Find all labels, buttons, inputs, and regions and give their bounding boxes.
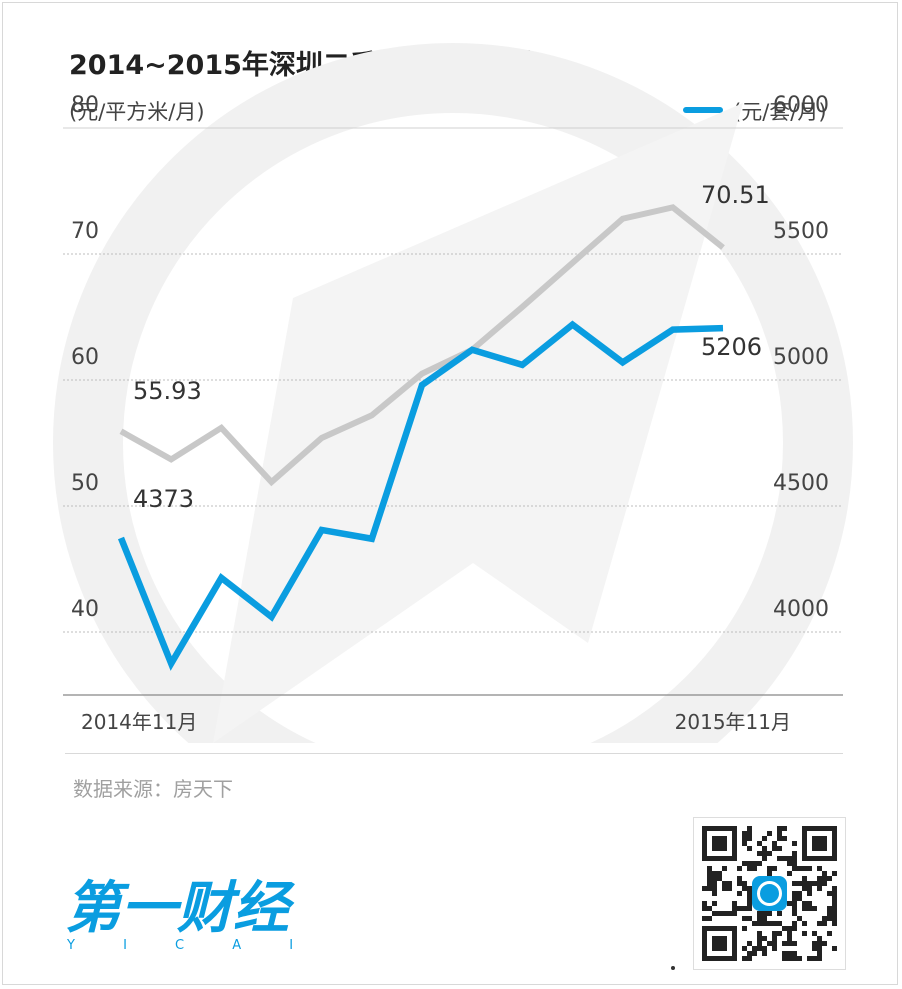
x-tick-label-end: 2015年11月 [675,710,791,734]
left-tick-label: 70 [71,219,99,244]
data-label: 55.93 [133,377,202,405]
right-axis-unit: (元/套/月) [733,100,827,124]
logo-chinese: 第一财经 [65,876,295,941]
left-tick-label: 50 [71,471,99,496]
legend-swatch-unit-rent [683,107,723,113]
left-tick-label: 80 [71,93,99,118]
watermark-arrow [213,103,743,743]
right-tick-label: 6000 [773,93,829,118]
logo-latin: Y I C A I [66,938,295,951]
footer-divider [65,753,843,754]
right-tick-label: 5000 [773,345,829,370]
data-label: 70.51 [701,181,770,209]
data-label: 5206 [701,333,762,361]
left-tick-label: 40 [71,597,99,622]
right-tick-label: 4500 [773,471,829,496]
right-tick-label: 5500 [773,219,829,244]
left-tick-label: 60 [71,345,99,370]
watermark-ring [53,43,853,743]
decorative-dot [671,966,675,970]
right-tick-label: 4000 [773,597,829,622]
qr-code-icon [693,817,846,970]
left-axis-unit: (元/平方米/月) [69,100,205,124]
data-label: 4373 [133,485,194,513]
yicai-logo: 第一财经 Y I C A I [65,871,295,955]
x-tick-label-start: 2014年11月 [81,710,197,734]
line-chart: 40 50 60 70 80 4000 4500 5000 5500 6000 2014年11月 20… [53,43,853,743]
data-source: 数据来源：房天下 [73,777,233,801]
